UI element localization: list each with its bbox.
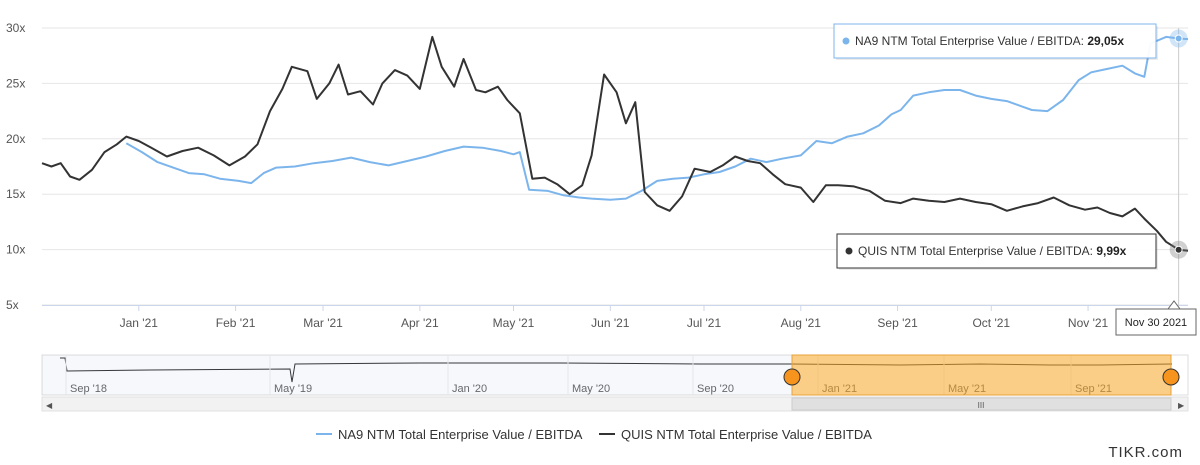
x-tick-label: May '21 xyxy=(493,316,535,330)
x-tick-label: Apr '21 xyxy=(401,316,439,330)
tooltip-box xyxy=(833,23,1157,59)
x-tick-label: Oct '21 xyxy=(972,316,1010,330)
date-text: Nov 30 2021 xyxy=(1125,317,1187,329)
tooltip-label: NA9 NTM Total Enterprise Value / EBITDA: xyxy=(855,34,1087,48)
tooltip-series-dot xyxy=(842,37,850,45)
plot-series xyxy=(41,35,1189,252)
tooltip-value: 9,99x xyxy=(1096,244,1126,258)
y-tick-label: 5x xyxy=(6,298,19,312)
x-tick-label: Feb '21 xyxy=(216,316,256,330)
end-markers[interactable] xyxy=(1169,29,1188,259)
x-axis-ticks: Jan '21 Feb '21 Mar '21 Apr '21 May '21 Jun '… xyxy=(42,305,1188,330)
crosshair-date-label: Nov 30 2021 xyxy=(1115,300,1197,336)
quis-tooltip: QUIS NTM Total Enterprise Value / EBITDA… xyxy=(836,233,1158,270)
tooltip-text: QUIS NTM Total Enterprise Value / EBITDA… xyxy=(858,244,1127,258)
y-tick-label: 30x xyxy=(6,21,25,35)
scroll-right-arrow-icon[interactable]: ▶ xyxy=(1178,401,1185,410)
navigator-left-handle[interactable] xyxy=(783,368,801,386)
scroll-left-arrow-icon[interactable]: ◀ xyxy=(46,401,53,410)
date-pointer xyxy=(1167,300,1181,310)
na9-series-line xyxy=(125,35,1189,201)
tooltips: NA9 NTM Total Enterprise Value / EBITDA:… xyxy=(833,23,1197,336)
y-tick-label: 10x xyxy=(6,243,25,257)
navigator-selection[interactable] xyxy=(791,354,1172,396)
navigator-label: Jan '20 xyxy=(452,383,487,395)
tooltip-box xyxy=(836,233,1157,269)
navigator-label: May '20 xyxy=(572,383,610,395)
x-tick-label: Jul '21 xyxy=(687,316,722,330)
date-box xyxy=(1115,308,1197,336)
quis-series-line xyxy=(41,35,1189,252)
tooltip-label: QUIS NTM Total Enterprise Value / EBITDA… xyxy=(858,244,1096,258)
y-tick-label: 15x xyxy=(6,187,25,201)
na9-hover-point[interactable] xyxy=(1174,34,1183,43)
range-scrollbar[interactable]: III ◀ ▶ xyxy=(41,396,1189,412)
scrollbar-grip-icon: III xyxy=(978,401,985,410)
navigator-right-handle[interactable] xyxy=(1162,368,1180,386)
tooltip-series-dot xyxy=(845,247,853,255)
watermark-text: TIKR.com xyxy=(1108,444,1183,461)
x-tick-label: Sep '21 xyxy=(877,316,918,330)
na9-tooltip: NA9 NTM Total Enterprise Value / EBITDA:… xyxy=(833,23,1158,60)
legend-item-na9[interactable]: NA9 NTM Total Enterprise Value / EBITDA xyxy=(316,427,583,442)
navigator-label: Sep '18 xyxy=(70,383,107,395)
scrollbar-thumb[interactable] xyxy=(791,397,1172,411)
x-tick-label: Jun '21 xyxy=(591,316,630,330)
x-tick-label: Aug '21 xyxy=(781,316,822,330)
chart-legend[interactable]: NA9 NTM Total Enterprise Value / EBITDA Q… xyxy=(316,427,872,442)
x-tick-label: Nov '21 xyxy=(1068,316,1109,330)
x-tick-label: Jan '21 xyxy=(120,316,159,330)
y-tick-label: 25x xyxy=(6,76,25,90)
legend-item-quis[interactable]: QUIS NTM Total Enterprise Value / EBITDA xyxy=(599,427,872,442)
legend-label: QUIS NTM Total Enterprise Value / EBITDA xyxy=(621,427,872,442)
tooltip-text: NA9 NTM Total Enterprise Value / EBITDA:… xyxy=(855,34,1124,48)
y-tick-label: 20x xyxy=(6,132,25,146)
tooltip-value: 29,05x xyxy=(1087,34,1124,48)
navigator-label: Sep '20 xyxy=(697,383,734,395)
quis-hover-point[interactable] xyxy=(1174,245,1183,254)
legend-label: NA9 NTM Total Enterprise Value / EBITDA xyxy=(338,427,583,442)
navigator-label: May '19 xyxy=(274,383,312,395)
range-navigator[interactable]: Sep '18May '19Jan '20May '20Sep '20Jan '… xyxy=(41,354,1189,396)
x-tick-label: Mar '21 xyxy=(303,316,343,330)
y-axis-ticks: 5x 10x 15x 20x 25x 30x xyxy=(6,21,25,312)
navigator-mask xyxy=(42,355,792,395)
